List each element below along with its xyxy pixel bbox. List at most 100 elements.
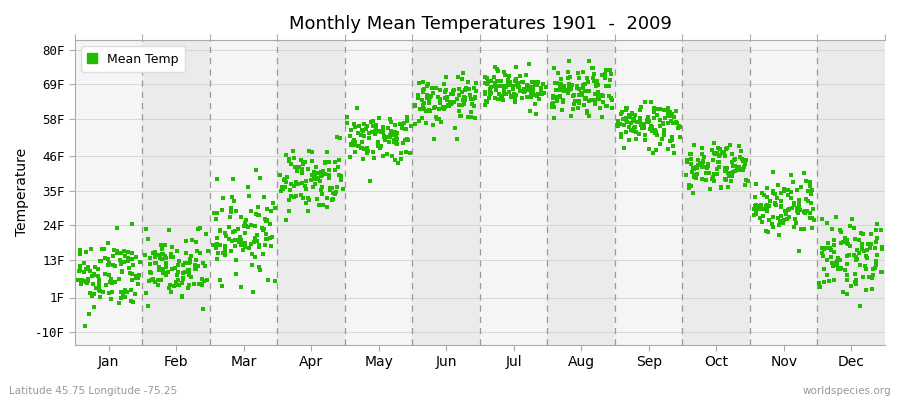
Point (499, 83, 513, 90)
Point (464, 96, 478, 102)
Point (115, 268, 130, 274)
Point (408, 102, 422, 109)
Point (841, 240, 855, 247)
Point (211, 250, 225, 256)
Point (562, 83, 576, 90)
Point (333, 135, 347, 141)
Bar (277, 40, 345, 344)
Point (417, 100, 431, 106)
Point (212, 228, 227, 234)
Point (804, 200, 818, 207)
Point (253, 267, 267, 274)
Point (637, 121, 652, 128)
Point (844, 283, 859, 289)
Point (387, 157, 401, 163)
Point (653, 141, 668, 147)
Point (382, 116, 397, 122)
Point (75, 277, 89, 284)
Point (595, 92, 609, 98)
Point (715, 183, 729, 190)
Point (484, 90, 499, 96)
Point (241, 224, 256, 230)
Point (213, 227, 228, 233)
Point (121, 248, 135, 255)
Point (526, 84, 540, 90)
Point (796, 170, 811, 177)
Point (481, 79, 495, 85)
Point (154, 277, 168, 284)
Point (517, 86, 531, 93)
Point (521, 87, 535, 93)
Point (363, 178, 377, 184)
Point (661, 112, 675, 118)
Point (840, 290, 854, 297)
Point (311, 202, 326, 208)
Point (439, 94, 454, 101)
Point (814, 250, 829, 256)
Point (514, 88, 528, 94)
Point (655, 136, 670, 142)
Point (101, 240, 115, 246)
Point (385, 152, 400, 159)
Point (603, 67, 617, 73)
Point (491, 68, 505, 74)
Point (148, 249, 162, 256)
Point (721, 184, 735, 190)
Point (252, 244, 266, 251)
Point (496, 97, 510, 104)
Point (546, 93, 561, 100)
Bar (682, 40, 750, 344)
Point (218, 245, 232, 252)
Point (849, 281, 863, 287)
Point (616, 145, 631, 151)
Point (422, 96, 436, 103)
Point (637, 132, 652, 138)
Point (366, 129, 381, 136)
Point (91, 266, 105, 272)
Point (570, 83, 584, 89)
Point (637, 99, 652, 106)
Point (643, 146, 657, 153)
Point (716, 150, 730, 156)
Point (151, 277, 166, 283)
Point (433, 100, 447, 107)
Point (634, 122, 649, 128)
Point (92, 280, 106, 287)
Point (160, 268, 175, 275)
Point (232, 238, 247, 245)
Point (741, 178, 755, 184)
Point (229, 228, 243, 234)
Point (417, 106, 431, 112)
Point (228, 243, 242, 250)
Point (108, 262, 122, 269)
Point (238, 244, 252, 251)
Point (495, 96, 509, 102)
Point (250, 237, 265, 244)
Point (436, 104, 450, 110)
Point (734, 166, 748, 172)
Point (322, 175, 337, 181)
Point (664, 111, 679, 118)
Point (770, 215, 785, 221)
Point (670, 124, 685, 131)
Point (319, 160, 333, 166)
Point (148, 259, 162, 266)
Point (517, 89, 531, 95)
Point (641, 114, 655, 120)
Point (323, 186, 338, 193)
Point (446, 90, 460, 97)
Point (172, 282, 186, 288)
Point (720, 145, 734, 151)
Point (355, 145, 369, 151)
Point (456, 98, 471, 104)
Point (647, 109, 662, 116)
Point (253, 175, 267, 181)
Point (546, 64, 561, 71)
Point (578, 96, 592, 102)
Point (574, 90, 589, 96)
Point (722, 172, 736, 179)
Point (525, 79, 539, 86)
Point (447, 125, 462, 131)
Point (290, 181, 304, 187)
Point (604, 95, 618, 101)
